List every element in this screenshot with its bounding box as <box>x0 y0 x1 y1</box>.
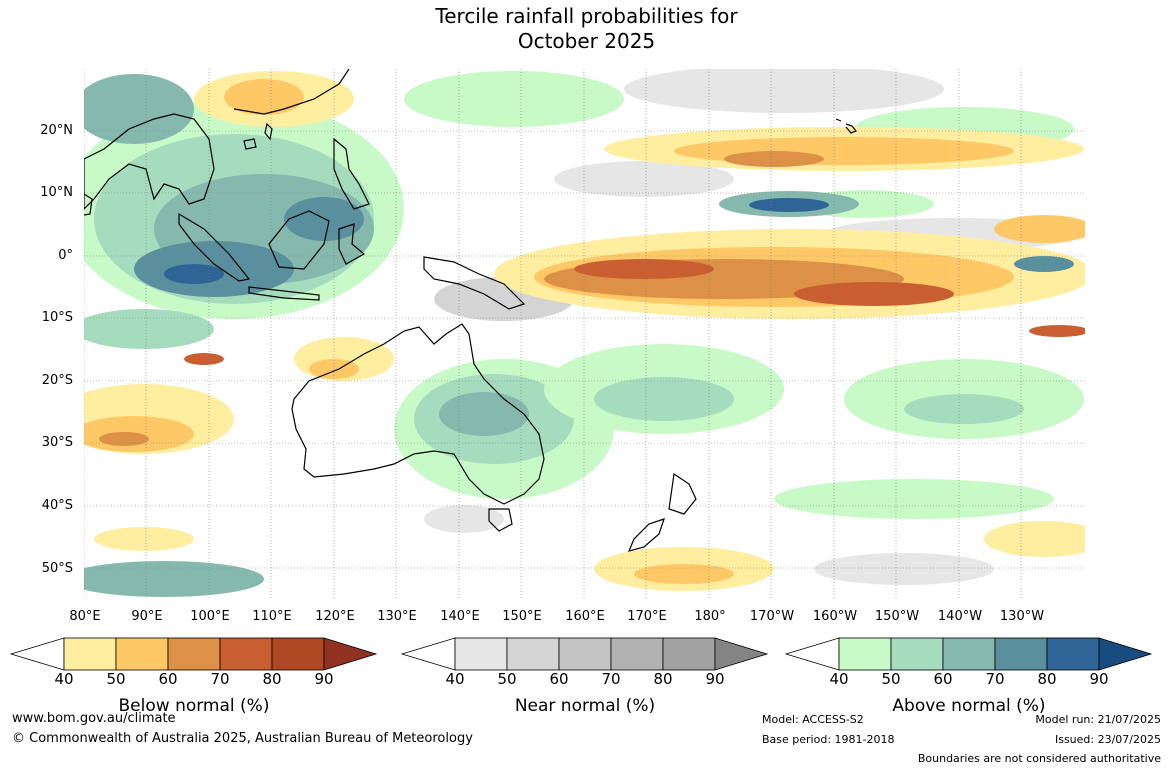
near-tick: 50 <box>497 670 517 688</box>
above-tick: 50 <box>881 670 901 688</box>
swatch-below-80 <box>219 637 273 671</box>
lon-label-170e: 170°E <box>627 609 667 624</box>
swatch-below-90 <box>271 637 325 671</box>
swatch-above-60 <box>890 637 944 671</box>
probability-map <box>84 69 1085 600</box>
below-tick: 80 <box>262 670 282 688</box>
title-line-2: October 2025 <box>517 29 656 53</box>
graticule <box>84 69 1085 600</box>
sumatra-coast <box>178 212 251 282</box>
copyright: © Commonwealth of Australia 2025, Austra… <box>12 731 473 746</box>
philippines-coast <box>333 137 370 210</box>
colorbar-below-normal <box>10 637 378 671</box>
issued-date: Issued: 23/07/2025 <box>1054 733 1161 746</box>
below-tick: 90 <box>314 670 334 688</box>
above-normal-title: Above normal (%) <box>892 696 1046 716</box>
lon-label-120e: 120°E <box>315 609 355 624</box>
lat-label-10n: 10°N <box>40 185 73 200</box>
lon-label-130e: 130°E <box>377 609 417 624</box>
lon-label-90e: 90°E <box>131 609 163 624</box>
taiwan-coast <box>264 122 273 141</box>
above-tick: 90 <box>1089 670 1109 688</box>
below-normal-title: Below normal (%) <box>118 696 270 716</box>
above-tick: 80 <box>1037 670 1057 688</box>
above-tick: 70 <box>985 670 1005 688</box>
swatch-below-50 <box>63 637 117 671</box>
below-tick: 60 <box>158 670 178 688</box>
indochina-coast <box>84 113 215 210</box>
lon-label-180: 180° <box>694 609 726 624</box>
below-tick: 50 <box>106 670 126 688</box>
map-title: Tercile rainfall probabilities for Octob… <box>0 4 1173 54</box>
sulawesi-coast <box>338 223 366 265</box>
above-tick: 60 <box>933 670 953 688</box>
australia-coast <box>291 323 545 505</box>
swatch-near-80 <box>610 637 664 671</box>
swatch-above-80 <box>994 637 1048 671</box>
lon-label-170w: 170°W <box>749 609 795 624</box>
title-line-1: Tercile rainfall probabilities for <box>435 4 738 28</box>
swatch-near-50 <box>454 637 508 671</box>
lon-label-140e: 140°E <box>440 609 480 624</box>
lat-label-20n: 20°N <box>40 123 73 138</box>
lat-label-10s: 10°S <box>41 310 73 325</box>
new-guinea-coast <box>423 256 526 310</box>
lon-label-150w: 150°W <box>874 609 920 624</box>
lat-label-20s: 20°S <box>41 373 73 388</box>
tasmania-coast <box>488 508 513 532</box>
near-normal-title: Near normal (%) <box>514 696 656 716</box>
swatch-above-50 <box>838 637 892 671</box>
borneo-coast <box>268 210 330 270</box>
colorbar-above-normal <box>785 637 1153 671</box>
boundary-disclaimer: Boundaries are not considered authoritat… <box>917 752 1161 765</box>
lon-label-130w: 130°W <box>999 609 1045 624</box>
model-name: Model: ACCESS-S2 <box>762 713 864 726</box>
map-canvas <box>84 69 1085 600</box>
new-zealand-coast <box>627 472 697 552</box>
website-url: www.bom.gov.au/climate <box>12 711 176 726</box>
near-tick: 70 <box>601 670 621 688</box>
below-tick: 70 <box>210 670 230 688</box>
below-tick: 40 <box>54 670 74 688</box>
near-tick: 60 <box>549 670 569 688</box>
lat-label-30s: 30°S <box>41 435 73 450</box>
lat-label-0: 0° <box>58 248 73 263</box>
lat-label-40s: 40°S <box>41 498 73 513</box>
swatch-above-90 <box>1046 637 1100 671</box>
lon-label-160w: 160°W <box>812 609 858 624</box>
model-run: Model run: 21/07/2025 <box>1035 713 1161 726</box>
near-tick: 40 <box>445 670 465 688</box>
java-coast <box>248 286 320 301</box>
base-period: Base period: 1981-2018 <box>762 733 895 746</box>
lon-label-100e: 100°E <box>190 609 230 624</box>
near-tick: 80 <box>653 670 673 688</box>
lon-label-160e: 160°E <box>565 609 605 624</box>
hainan-coast <box>243 138 257 150</box>
swatch-near-60 <box>506 637 560 671</box>
sri-lanka-coast <box>84 193 93 216</box>
lon-label-140w: 140°W <box>937 609 983 624</box>
lat-label-50s: 50°S <box>41 561 73 576</box>
hawaii-coast <box>835 118 857 134</box>
colorbar-near-normal <box>401 637 769 671</box>
swatch-near-90 <box>662 637 716 671</box>
coastlines <box>84 69 857 552</box>
above-tick: 40 <box>829 670 849 688</box>
swatch-below-60 <box>115 637 169 671</box>
swatch-near-70 <box>558 637 612 671</box>
swatch-below-70 <box>167 637 221 671</box>
lon-label-150e: 150°E <box>502 609 542 624</box>
china-coast <box>233 69 350 115</box>
swatch-above-70 <box>942 637 996 671</box>
lon-label-110e: 110°E <box>252 609 292 624</box>
lon-label-80e: 80°E <box>69 609 101 624</box>
near-tick: 90 <box>705 670 725 688</box>
